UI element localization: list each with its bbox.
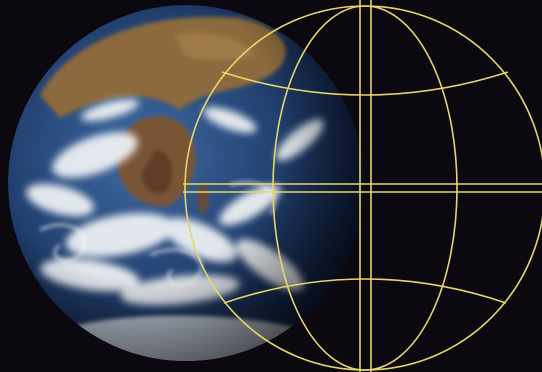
- graticule-grid: [183, 0, 542, 372]
- earth-globe: [8, 5, 364, 361]
